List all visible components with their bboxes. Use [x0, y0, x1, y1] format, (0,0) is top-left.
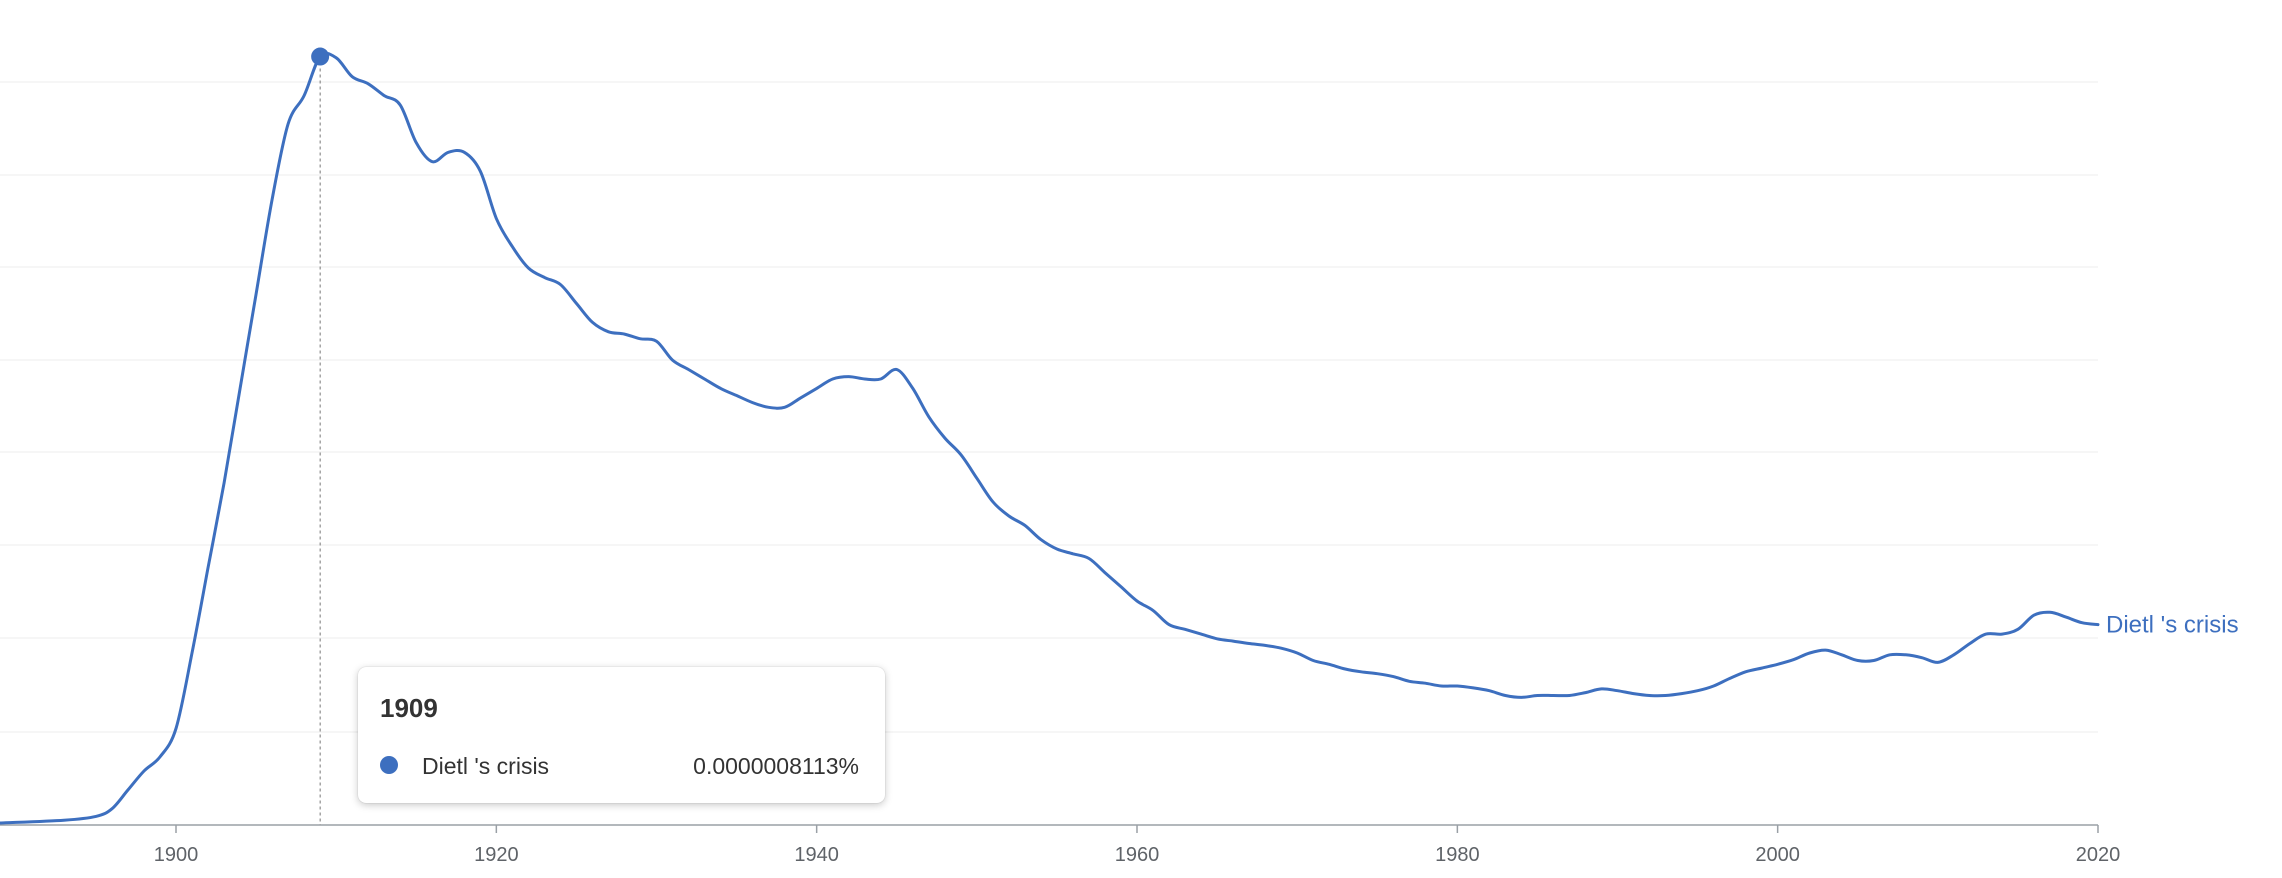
- x-tick-label: 2000: [1755, 844, 1800, 866]
- tooltip: 1909 Dietl 's crisis 0.0000008113%: [358, 667, 885, 803]
- series-line-dietls-crisis[interactable]: [0, 51, 2100, 825]
- x-tick-label: 1920: [474, 844, 519, 866]
- tooltip-row: Dietl 's crisis 0.0000008113%: [380, 753, 859, 783]
- x-tick-label: 1960: [1115, 844, 1160, 866]
- x-tick-label: 1900: [154, 844, 199, 866]
- gridlines: [0, 81, 2098, 826]
- series-end-label[interactable]: Dietl 's crisis: [2106, 612, 2239, 639]
- x-tick-label: 1940: [794, 844, 839, 866]
- tooltip-year: 1909: [380, 693, 438, 723]
- tooltip-series-name: Dietl 's crisis: [422, 753, 550, 779]
- series-color-dot: [380, 756, 398, 774]
- hover-data-point[interactable]: [311, 47, 330, 66]
- x-axis: 1900 1920 1940 1960 1980 2000 2020: [154, 825, 2121, 866]
- x-tick-label: 2020: [2076, 844, 2121, 866]
- x-tick-label: 1980: [1435, 844, 1480, 866]
- tooltip-value: 0.0000008113%: [693, 753, 859, 779]
